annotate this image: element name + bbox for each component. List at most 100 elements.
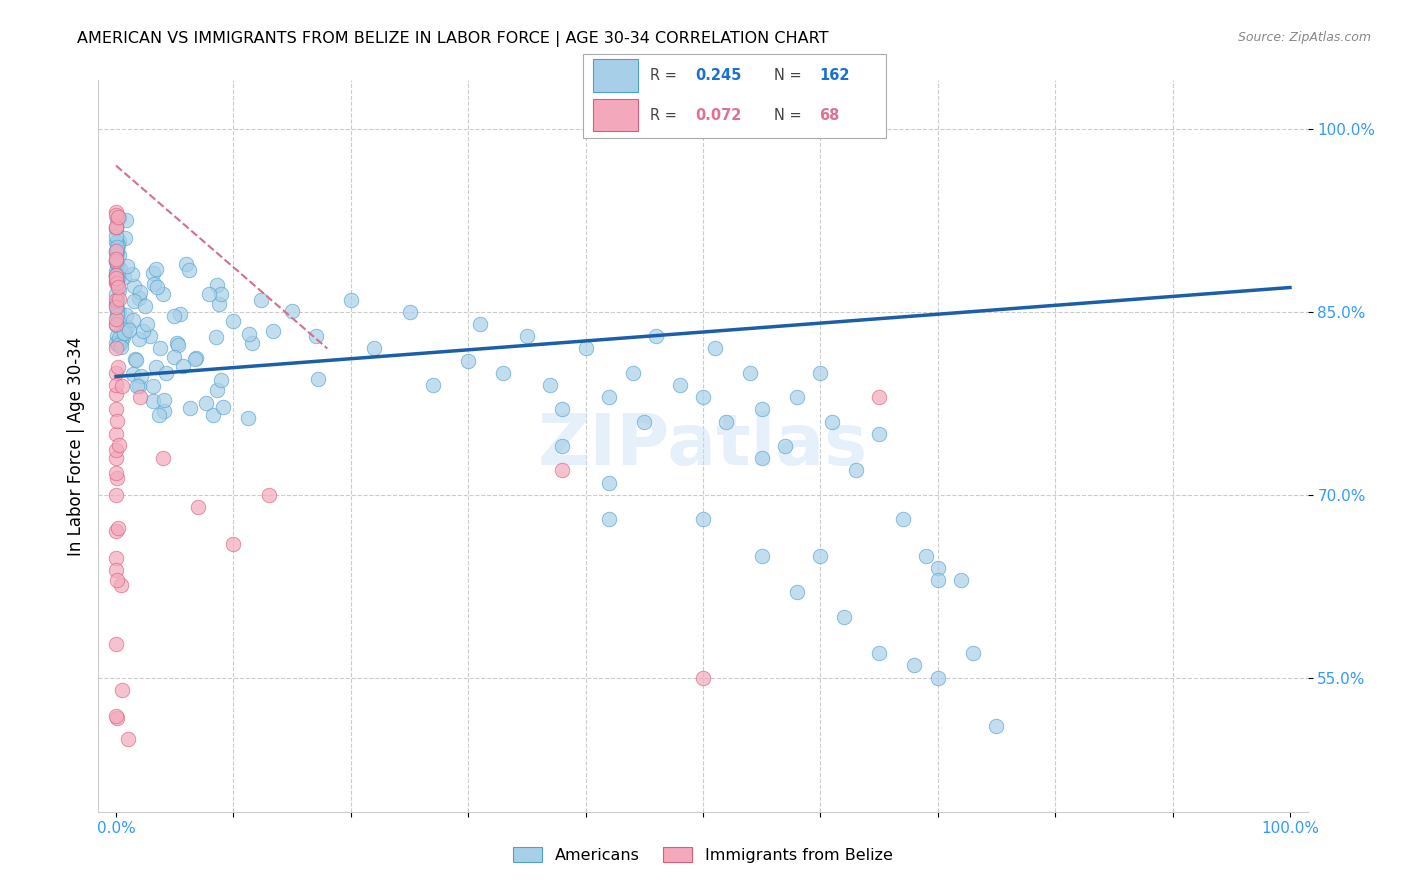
Point — [538, 378, 561, 392]
Point — [786, 585, 808, 599]
Point — [205, 278, 228, 293]
Point — [212, 400, 235, 414]
Point — [868, 426, 890, 441]
Point — [105, 711, 128, 725]
Point — [242, 335, 264, 350]
Point — [105, 220, 128, 235]
Point — [692, 390, 714, 404]
Point — [751, 549, 773, 563]
Point — [832, 609, 855, 624]
Point — [363, 342, 385, 356]
Point — [105, 443, 128, 458]
Point — [153, 404, 176, 418]
Point — [821, 415, 844, 429]
Point — [105, 252, 128, 267]
Point — [107, 360, 129, 375]
Point — [703, 342, 725, 356]
Point — [172, 359, 194, 373]
Point — [121, 368, 143, 382]
Point — [105, 258, 128, 272]
Point — [250, 293, 273, 307]
Point — [121, 313, 143, 327]
Point — [209, 373, 232, 387]
Point — [598, 390, 620, 404]
Point — [105, 235, 128, 249]
Point — [108, 337, 131, 351]
Point — [209, 286, 232, 301]
Point — [105, 336, 128, 351]
Point — [108, 211, 131, 225]
Point — [105, 271, 128, 285]
Point — [107, 338, 129, 352]
Point — [105, 451, 128, 466]
Point — [115, 260, 138, 274]
Point — [304, 329, 326, 343]
Point — [122, 279, 145, 293]
Point — [112, 326, 135, 340]
Point — [105, 471, 128, 485]
Point — [107, 211, 129, 225]
Point — [124, 352, 146, 367]
Point — [131, 324, 153, 338]
FancyBboxPatch shape — [583, 54, 886, 138]
Point — [645, 329, 668, 343]
Point — [167, 338, 190, 352]
Point — [105, 244, 128, 259]
Point — [169, 308, 191, 322]
Point — [773, 439, 796, 453]
Point — [551, 463, 574, 477]
Point — [162, 309, 184, 323]
Point — [108, 283, 131, 297]
Point — [155, 366, 177, 380]
Point — [105, 243, 128, 257]
Point — [134, 299, 156, 313]
Point — [105, 209, 128, 223]
Text: 162: 162 — [820, 68, 849, 83]
Point — [110, 340, 132, 354]
Point — [187, 500, 209, 514]
Point — [551, 439, 574, 453]
Point — [107, 438, 129, 452]
Point — [457, 353, 479, 368]
Text: 0.072: 0.072 — [696, 108, 742, 123]
Point — [174, 257, 197, 271]
Point — [117, 731, 139, 746]
Point — [105, 329, 128, 343]
Point — [110, 334, 132, 349]
Point — [105, 317, 128, 331]
Point — [738, 366, 761, 380]
Point — [105, 244, 128, 258]
Point — [108, 305, 131, 319]
Point — [105, 300, 128, 314]
Point — [195, 396, 218, 410]
Point — [786, 390, 808, 404]
Point — [105, 488, 128, 502]
Point — [105, 304, 128, 318]
Point — [166, 336, 188, 351]
Point — [105, 277, 128, 291]
Point — [118, 323, 141, 337]
Point — [492, 366, 515, 380]
Point — [107, 271, 129, 285]
Point — [145, 359, 167, 374]
Point — [307, 371, 329, 385]
Point — [238, 411, 260, 425]
Point — [105, 524, 128, 539]
Point — [142, 277, 165, 291]
Point — [112, 270, 135, 285]
Point — [107, 238, 129, 252]
Text: N =: N = — [773, 108, 806, 123]
Point — [146, 280, 169, 294]
Point — [105, 222, 128, 236]
Point — [257, 488, 280, 502]
Point — [105, 252, 128, 267]
Point — [105, 274, 128, 288]
Point — [105, 264, 128, 278]
Text: ZIPatlas: ZIPatlas — [538, 411, 868, 481]
Point — [468, 317, 491, 331]
Point — [107, 312, 129, 326]
Point — [128, 390, 150, 404]
Point — [692, 671, 714, 685]
Point — [551, 402, 574, 417]
Point — [114, 325, 136, 339]
